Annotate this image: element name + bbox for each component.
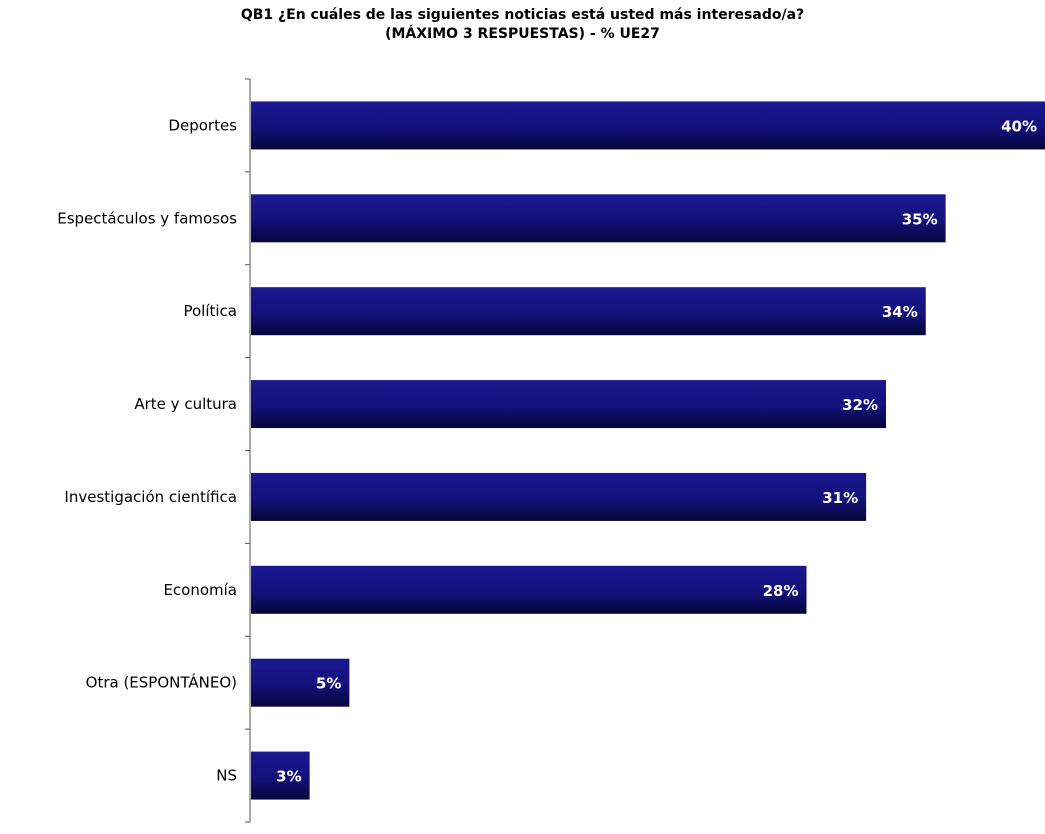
bar: [251, 565, 807, 614]
chart-title: QB1 ¿En cuáles de las siguientes noticia…: [0, 6, 1045, 44]
bar: [251, 380, 886, 429]
category-label: Política: [183, 302, 237, 320]
bars-layer: [251, 101, 1045, 800]
bar: [251, 658, 350, 707]
category-label: Investigación científica: [64, 488, 237, 506]
category-label: Economía: [163, 581, 237, 599]
bar: [251, 101, 1045, 150]
data-label: 35%: [902, 210, 938, 228]
data-label: 40%: [1001, 117, 1037, 135]
category-labels: Deportes Espectáculos y famosos Política Ar…: [57, 116, 237, 784]
chart-title-line-1: QB1 ¿En cuáles de las siguientes noticia…: [240, 7, 805, 23]
category-label: Deportes: [168, 116, 237, 134]
chart-title-line-2: (MÁXIMO 3 RESPUESTAS) - % UE27: [385, 26, 660, 42]
data-label: 34%: [882, 303, 918, 321]
data-label: 3%: [276, 768, 301, 786]
bar: [251, 472, 867, 521]
data-label: 28%: [763, 582, 799, 600]
bar: [251, 287, 926, 336]
category-label: Otra (ESPONTÁNEO): [86, 673, 237, 692]
data-labels: 40% 35% 34% 32% 31% 28% 5% 3%: [276, 117, 1037, 785]
category-label: Arte y cultura: [134, 395, 237, 413]
data-label: 31%: [822, 489, 858, 507]
data-label: 32%: [842, 396, 878, 414]
data-label: 5%: [316, 675, 341, 693]
category-label: Espectáculos y famosos: [57, 209, 237, 227]
bar: [251, 194, 946, 243]
category-label: NS: [216, 767, 237, 785]
y-axis: [245, 78, 251, 823]
bar: [251, 751, 310, 800]
